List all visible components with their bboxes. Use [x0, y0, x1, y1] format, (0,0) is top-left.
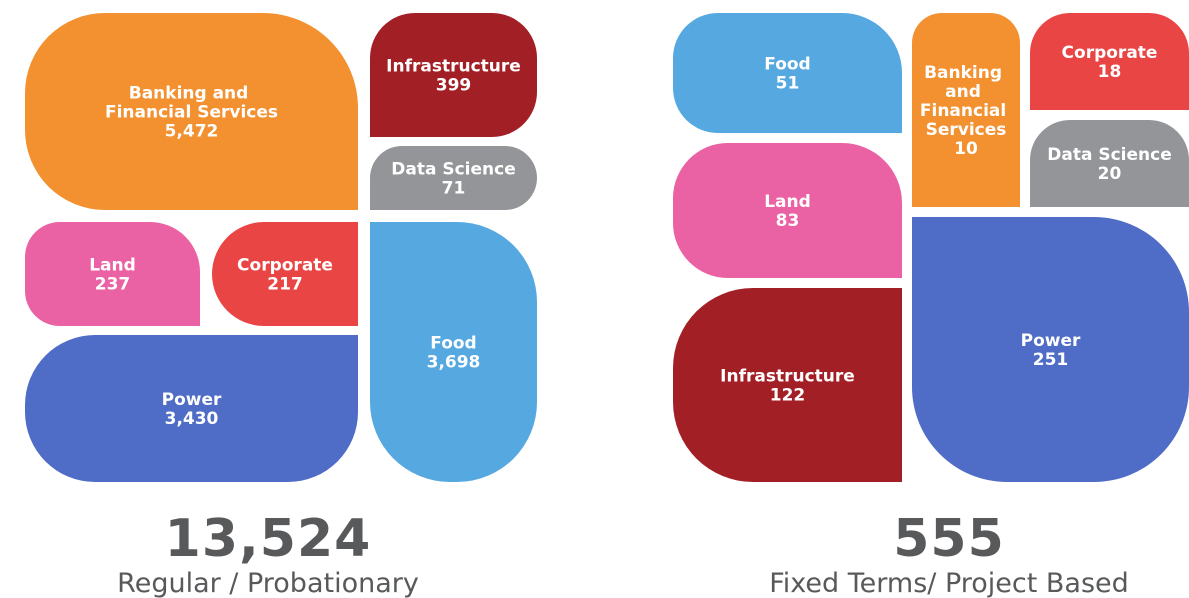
- tile-value: 3,430: [165, 409, 219, 429]
- tile-label-line: Land: [89, 256, 136, 276]
- tile-label-line: Land: [764, 192, 811, 212]
- tile-label-line: Data Science: [1047, 145, 1172, 165]
- tile-value: 71: [442, 179, 466, 199]
- tile-label: Land: [89, 256, 136, 276]
- tile-value: 399: [436, 76, 472, 96]
- treemap-tile: [370, 222, 537, 482]
- treemap-tile: [673, 288, 902, 482]
- treemap-tile: [673, 13, 902, 133]
- tile-label: Corporate: [1062, 43, 1158, 63]
- tile-value: 5,472: [165, 122, 219, 142]
- tile-label-line: Financial Services: [105, 103, 278, 123]
- tile-label: Infrastructure: [386, 57, 521, 77]
- treemap-tile: [25, 222, 200, 326]
- tile-label: Data Science: [1047, 145, 1172, 165]
- tile-value: 3,698: [427, 353, 481, 373]
- tile-label-line: Corporate: [1062, 43, 1158, 63]
- treemap-tile: [912, 217, 1189, 482]
- treemap-tile: [1030, 120, 1189, 207]
- tile-value: 83: [776, 211, 800, 231]
- tile-label: Banking and Financial Services: [105, 84, 278, 123]
- total: 13,524: [165, 509, 372, 569]
- total: 555: [893, 509, 1005, 569]
- tile-label: Data Science: [391, 160, 516, 180]
- treemap-tile: [912, 13, 1020, 207]
- tile-label-line: Financial: [920, 101, 1012, 121]
- tile-value: 51: [776, 74, 800, 94]
- tile-label-line: Power: [162, 390, 222, 410]
- tile-label: Banking and Financial Services: [920, 63, 1012, 140]
- tile-value: 217: [267, 275, 303, 295]
- tile-label: Land: [764, 192, 811, 212]
- tile-label-line: Power: [1021, 331, 1081, 351]
- tile-label-line: Infrastructure: [720, 367, 855, 387]
- tile-label: Corporate: [237, 256, 333, 276]
- subtitle: Regular / Probationary: [117, 568, 419, 598]
- tile-label: Food: [430, 334, 476, 354]
- treemap-tile: [673, 143, 902, 278]
- subtitle: Fixed Terms/ Project Based: [769, 568, 1129, 598]
- tile-label-line: Infrastructure: [386, 57, 521, 77]
- treemap-tile: [25, 335, 358, 482]
- tile-label-line: Services: [926, 120, 1007, 140]
- tile-label-line: Food: [430, 334, 476, 354]
- tile-label: Power: [162, 390, 222, 410]
- tile-label: Food: [764, 55, 810, 75]
- treemap-tile: [212, 222, 358, 326]
- treemap-tile: [25, 13, 358, 210]
- treemap-tile: [1030, 13, 1189, 110]
- tile-value: 251: [1033, 350, 1069, 370]
- tile-label: Infrastructure: [720, 367, 855, 387]
- tile-label-line: Banking and: [129, 84, 255, 104]
- tile-value: 18: [1098, 62, 1122, 82]
- tile-label-line: Food: [764, 55, 810, 75]
- treemap-tile: [370, 146, 537, 210]
- tile-label-line: Data Science: [391, 160, 516, 180]
- tile-value: 237: [95, 275, 131, 295]
- tile-label-line: and: [945, 82, 987, 102]
- tile-label-line: Corporate: [237, 256, 333, 276]
- tile-value: 122: [770, 386, 806, 406]
- tile-label-line: Banking: [924, 63, 1008, 83]
- treemap-tile: [370, 13, 537, 137]
- tile-value: 20: [1098, 164, 1122, 184]
- tile-label: Power: [1021, 331, 1081, 351]
- tile-value: 10: [954, 139, 978, 159]
